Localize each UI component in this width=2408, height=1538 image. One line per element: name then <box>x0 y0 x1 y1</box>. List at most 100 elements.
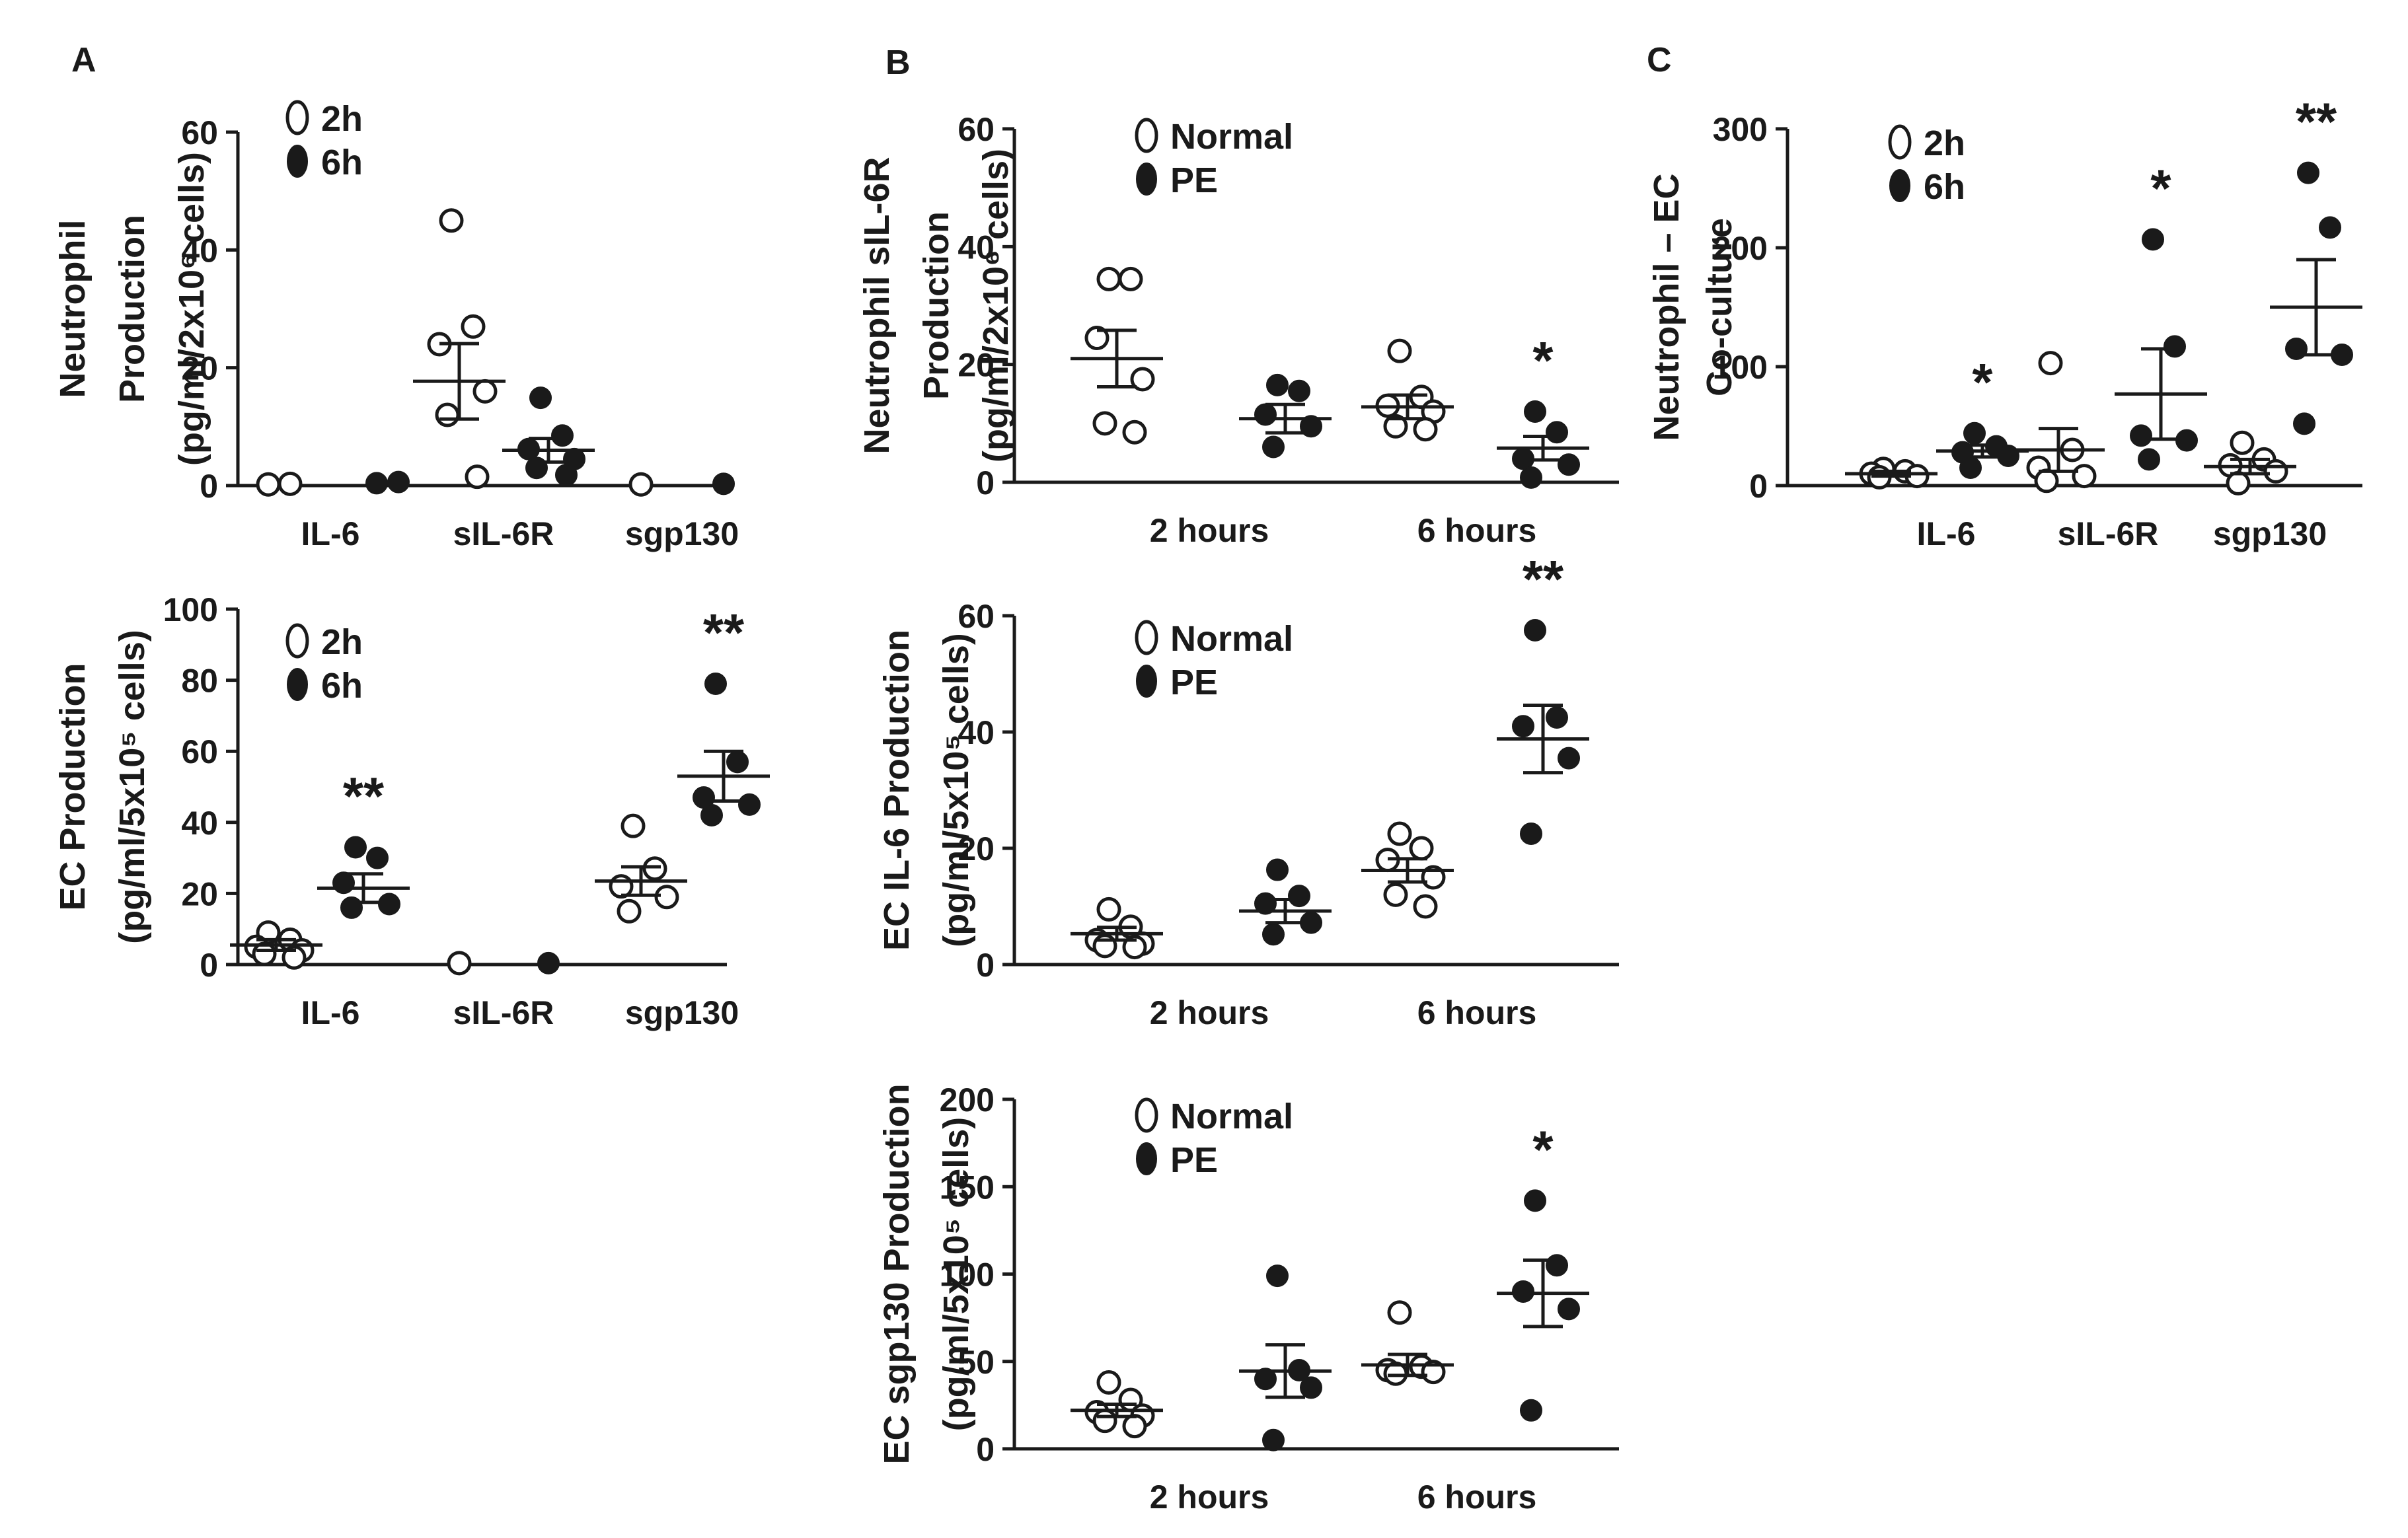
data-point <box>1963 421 1986 445</box>
legend-label-6h: 6h <box>321 666 363 706</box>
data-point <box>642 856 667 881</box>
legend-label-normal: Normal <box>1170 1097 1293 1136</box>
group-2h <box>230 920 322 970</box>
data-point <box>2319 216 2341 239</box>
data-point <box>1387 338 1412 363</box>
y-axis-label-line: Co-culture <box>1700 218 1739 396</box>
data-point <box>340 896 363 919</box>
data-point <box>1421 865 1446 890</box>
y-tick-label: 20 <box>958 830 995 867</box>
y-tick-label: 60 <box>958 598 995 635</box>
data-point <box>465 464 490 490</box>
data-point <box>2297 161 2319 184</box>
data-point <box>704 672 727 695</box>
data-point <box>1409 836 1434 861</box>
data-point <box>1122 420 1147 445</box>
group-6h: ** <box>677 603 770 827</box>
data-point <box>2072 464 2097 489</box>
group-pe: ** <box>1497 550 1589 845</box>
data-point <box>1524 400 1546 423</box>
data-point <box>1122 935 1147 960</box>
x-tick-label-sil-6r: sIL-6R <box>453 515 554 552</box>
group-6h <box>712 472 735 495</box>
y-tick-label: 20 <box>181 350 218 387</box>
data-point <box>1383 414 1408 439</box>
data-point <box>1524 619 1546 641</box>
chart-a2: 0 20 40 60 80 100 IL-6 sIL-6R sgp130 EC Productio… <box>53 591 770 1031</box>
group-pe <box>1239 1264 1332 1451</box>
group-normal <box>1361 338 1454 442</box>
legend-label-normal: Normal <box>1170 619 1293 659</box>
x-tick-label-il-6: IL-6 <box>1917 515 1976 552</box>
legend-label-2h: 2h <box>1924 124 1965 163</box>
legend-marker-pe <box>1136 163 1157 196</box>
legend-label-pe: PE <box>1170 1140 1218 1180</box>
legend-marker-normal <box>1135 1097 1158 1133</box>
group-pe <box>1239 858 1332 946</box>
group-2h <box>256 471 303 497</box>
y-tick-label: 200 <box>940 1081 995 1118</box>
y-tick-label: 0 <box>200 468 218 505</box>
y-tick-label: 100 <box>163 591 218 628</box>
data-point <box>1262 435 1285 458</box>
chart-b2: 0 20 40 60 2 hours 6 hours EC IL-6 Production (… <box>877 550 1619 1031</box>
legend-marker-pe <box>1136 1142 1157 1175</box>
data-point <box>1266 373 1289 396</box>
y-axis-label-line: Production <box>917 211 956 400</box>
y-axis-label-line: EC IL-6 Production <box>877 630 917 951</box>
data-point <box>726 751 749 774</box>
data-point <box>628 472 654 497</box>
data-point <box>1254 403 1277 426</box>
data-point <box>1262 1428 1285 1451</box>
data-point <box>2293 412 2315 435</box>
y-axis-label-line: Neutrophil <box>53 220 93 398</box>
group-normal <box>1071 266 1163 445</box>
y-axis-label-line: (pg/ml/2x10⁶ cells) <box>172 152 211 466</box>
data-point <box>1520 823 1542 845</box>
y-tick-label: 0 <box>976 947 995 984</box>
data-point <box>1300 1376 1322 1399</box>
group-6h <box>365 470 410 495</box>
group-2h <box>2012 351 2105 494</box>
group-6h: ** <box>317 766 410 919</box>
data-point <box>1512 715 1534 738</box>
y-tick-label: 0 <box>1749 468 1768 505</box>
data-point <box>1558 747 1580 770</box>
data-point <box>1558 1298 1580 1321</box>
group-normal <box>1361 1300 1454 1386</box>
data-point <box>2138 448 2160 471</box>
data-point <box>1383 882 1408 907</box>
group-2h <box>595 813 687 924</box>
y-tick-label: 200 <box>1713 230 1768 267</box>
panel-label-c: C <box>1647 41 1672 79</box>
group-6h: * <box>2115 159 2207 471</box>
legend-marker-6h <box>1889 169 1910 202</box>
legend-label-normal: Normal <box>1170 117 1293 157</box>
data-point <box>1266 1264 1289 1288</box>
data-point <box>1288 885 1310 908</box>
data-point <box>2226 470 2251 495</box>
data-point <box>1096 266 1121 291</box>
data-point <box>1387 1300 1412 1325</box>
data-point <box>700 804 723 827</box>
data-point <box>2163 335 2186 358</box>
group-2h <box>413 208 506 490</box>
data-point <box>1092 411 1117 436</box>
x-tick-label-sgp130: sgp130 <box>2213 515 2327 552</box>
data-point <box>1413 894 1438 919</box>
y-tick-label: 0 <box>200 947 218 984</box>
legend-marker-6h <box>287 145 308 178</box>
data-point <box>1421 1360 1446 1385</box>
data-point <box>1130 367 1155 392</box>
data-point <box>387 470 410 494</box>
data-point <box>256 472 281 497</box>
y-axis-label-line: Production <box>112 215 152 403</box>
legend-marker-2h <box>1888 124 1912 160</box>
y-tick-label: 0 <box>976 1431 995 1468</box>
data-point <box>439 208 464 233</box>
x-tick-label-sgp130: sgp130 <box>625 994 739 1031</box>
legend-marker-6h <box>287 668 308 701</box>
y-axis-label-line: EC sgp130 Production <box>877 1083 917 1464</box>
y-axis-label-line: (pg/ml/2x10⁶ cells) <box>976 149 1016 462</box>
data-point <box>1118 266 1143 291</box>
